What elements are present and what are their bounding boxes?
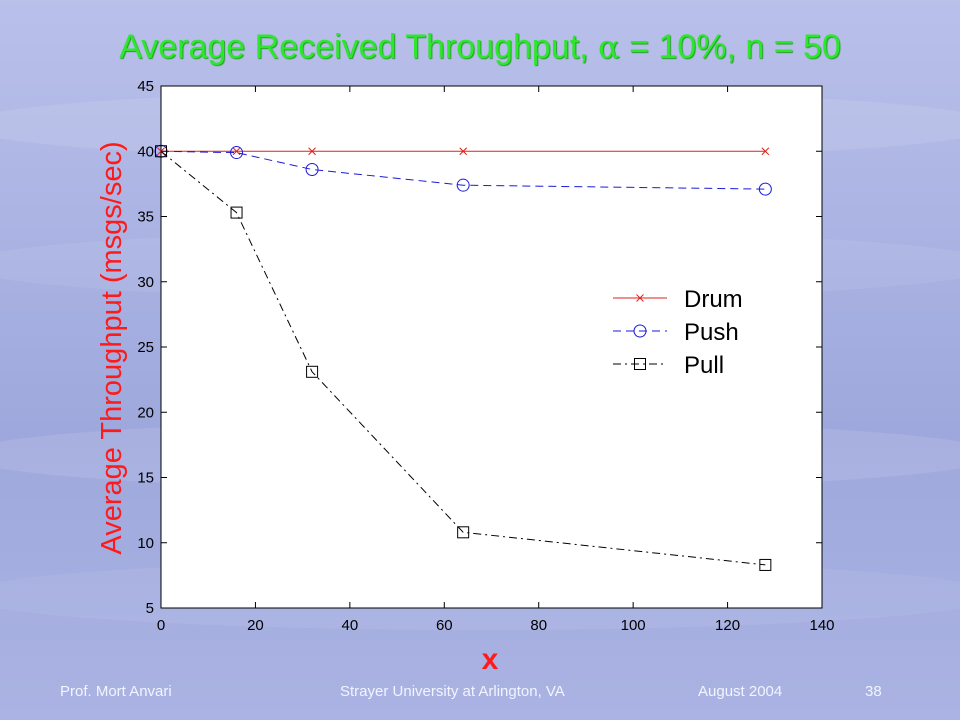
y-tick-label: 35	[137, 209, 154, 226]
data-point-pull	[230, 206, 243, 219]
series-layer	[154, 144, 772, 571]
x-tick-label: 100	[621, 617, 646, 634]
y-axis-ticks: 5 10 15 20 25 30 35 40 45	[137, 78, 822, 617]
x-tick-label: 140	[809, 617, 834, 634]
data-point-push	[456, 178, 470, 192]
data-point-push	[758, 182, 772, 196]
y-tick-label: 25	[137, 339, 154, 356]
footer-date: August 2004	[698, 683, 783, 700]
x-tick-label: 80	[530, 617, 547, 634]
footer-author: Prof. Mort Anvari	[60, 683, 172, 700]
x-axis-label: x	[482, 643, 499, 676]
legend-label-push: Push	[684, 319, 739, 346]
legend-marker-push	[633, 324, 647, 338]
y-tick-label: 10	[137, 535, 154, 552]
y-tick-label: 30	[137, 274, 154, 291]
data-point-push	[305, 163, 319, 177]
legend-marker-pull	[634, 358, 646, 370]
data-point-pull	[759, 558, 772, 571]
data-point-pull	[306, 365, 319, 378]
x-tick-label: 20	[247, 617, 264, 634]
slide-title-suffix: = 10%, n = 50	[619, 28, 841, 66]
y-tick-label: 40	[137, 143, 154, 160]
y-tick-label: 15	[137, 470, 154, 487]
data-point-push	[230, 146, 244, 160]
data-point-pull	[155, 145, 167, 158]
series-line-push	[160, 150, 766, 190]
y-tick-label: 45	[137, 78, 154, 95]
data-point-drum	[459, 147, 468, 156]
legend-label-drum: Drum	[684, 286, 743, 313]
slide-title-prefix: Average Received Throughput,	[119, 28, 599, 66]
data-point-drum	[761, 147, 770, 156]
data-point-pull	[457, 526, 470, 539]
footer-institution: Strayer University at Arlington, VA	[340, 683, 565, 700]
x-tick-label: 60	[436, 617, 453, 634]
y-tick-label: 20	[137, 404, 154, 421]
legend: Drum Push Pull	[600, 278, 770, 383]
slide-title: Average Received Throughput, α = 10%, n …	[0, 28, 960, 67]
y-axis-label: Average Throughput (msgs/sec)	[96, 141, 128, 554]
x-tick-label: 0	[157, 617, 165, 634]
x-axis-ticks: 0 20 40 60 80 100 120 140	[157, 86, 835, 634]
x-tick-label: 120	[715, 617, 740, 634]
series-line-pull	[160, 150, 766, 566]
footer-page-number: 38	[865, 683, 882, 700]
data-point-drum	[308, 147, 316, 156]
x-tick-label: 40	[342, 617, 359, 634]
y-tick-label: 5	[146, 600, 154, 617]
legend-marker-drum	[636, 294, 644, 302]
alpha-symbol: α	[598, 28, 620, 66]
legend-label-pull: Pull	[684, 352, 724, 379]
